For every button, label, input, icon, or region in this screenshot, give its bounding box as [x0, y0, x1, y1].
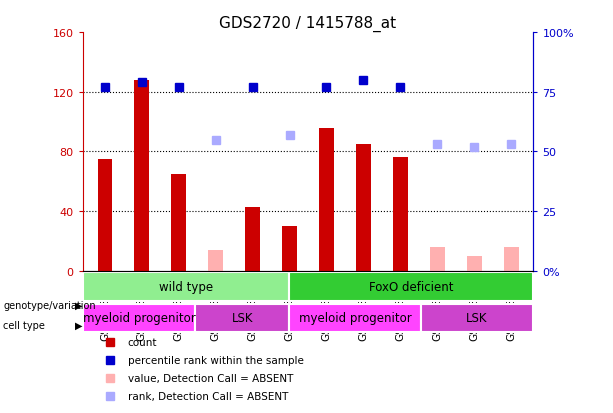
Text: percentile rank within the sample: percentile rank within the sample: [128, 355, 303, 365]
Bar: [134, 81, 149, 271]
Text: myeloid progenitor: myeloid progenitor: [83, 311, 196, 325]
Bar: [196, 304, 289, 332]
Bar: [172, 174, 186, 271]
Text: LSK: LSK: [466, 311, 488, 325]
Text: cell type: cell type: [3, 320, 45, 330]
Text: ▶: ▶: [75, 320, 82, 330]
Text: ▶: ▶: [75, 300, 82, 310]
Text: value, Detection Call = ABSENT: value, Detection Call = ABSENT: [128, 373, 293, 383]
Bar: [83, 273, 289, 301]
Bar: [83, 304, 196, 332]
Bar: [282, 226, 297, 271]
Bar: [393, 158, 408, 271]
Text: rank, Detection Call = ABSENT: rank, Detection Call = ABSENT: [128, 391, 288, 401]
Text: count: count: [128, 337, 158, 347]
Bar: [467, 256, 482, 271]
Bar: [421, 304, 533, 332]
Bar: [356, 145, 371, 271]
Text: FoxO deficient: FoxO deficient: [369, 280, 454, 293]
Bar: [319, 128, 334, 271]
Text: LSK: LSK: [232, 311, 253, 325]
Bar: [245, 207, 260, 271]
Bar: [430, 247, 444, 271]
Bar: [504, 247, 519, 271]
Bar: [289, 304, 421, 332]
Bar: [289, 273, 533, 301]
Bar: [208, 250, 223, 271]
Bar: [97, 159, 112, 271]
Title: GDS2720 / 1415788_at: GDS2720 / 1415788_at: [219, 16, 397, 32]
Text: genotype/variation: genotype/variation: [3, 300, 96, 310]
Text: myeloid progenitor: myeloid progenitor: [299, 311, 411, 325]
Text: wild type: wild type: [159, 280, 213, 293]
